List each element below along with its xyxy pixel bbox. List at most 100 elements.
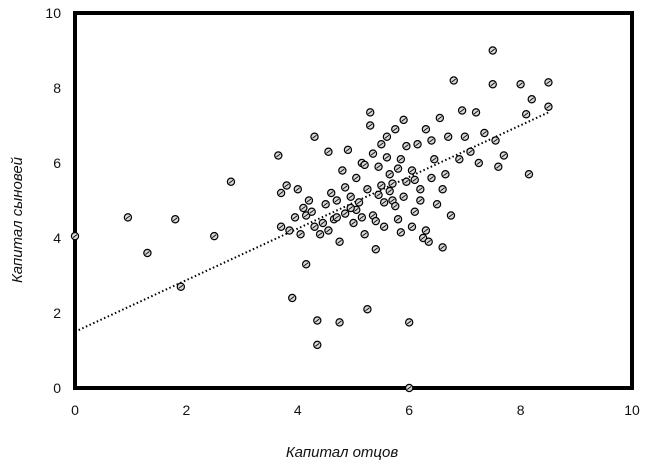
data-point: [430, 155, 439, 164]
data-point: [405, 318, 414, 327]
data-point: [276, 188, 286, 198]
data-point: [421, 125, 431, 134]
data-point: [449, 76, 458, 85]
data-point: [413, 140, 422, 149]
data-point: [366, 121, 375, 130]
data-point: [427, 136, 436, 145]
data-point: [327, 188, 336, 198]
data-point: [379, 198, 389, 207]
data-point: [352, 173, 361, 183]
data-point: [457, 106, 467, 115]
data-point: [374, 190, 383, 200]
data-point: [354, 198, 364, 207]
data-point: [399, 115, 408, 125]
data-point: [313, 316, 322, 325]
data-point: [210, 231, 219, 241]
data-point: [382, 132, 392, 141]
data-point: [282, 181, 291, 190]
data-point: [123, 213, 133, 222]
y-axis-title: Капитал сыновей: [9, 156, 26, 283]
data-point: [346, 203, 355, 213]
data-point: [335, 237, 344, 246]
data-point: [432, 200, 442, 209]
data-point: [471, 108, 481, 117]
trend-layer: [74, 111, 549, 333]
data-point: [402, 177, 411, 186]
data-point: [396, 155, 406, 164]
data-point: [488, 46, 497, 55]
data-point: [349, 218, 358, 228]
data-point: [310, 132, 319, 141]
data-point: [346, 192, 355, 201]
data-point: [407, 222, 417, 231]
data-point: [360, 160, 369, 170]
tick-labels: 0 2 4 6 8 10 0 2 4 6 8 10: [45, 5, 640, 418]
data-point: [338, 166, 347, 175]
x-tick-label: 4: [294, 402, 302, 418]
x-tick-label: 0: [71, 402, 79, 418]
data-point: [488, 80, 497, 89]
data-point: [410, 175, 419, 185]
data-point: [499, 151, 509, 160]
data-point: [296, 230, 305, 239]
x-tick-label: 10: [624, 402, 640, 418]
data-point: [399, 192, 408, 201]
x-tick-label: 2: [183, 402, 191, 418]
data-point: [171, 215, 180, 224]
points-layer: [70, 46, 553, 393]
data-point: [455, 155, 464, 164]
data-point: [321, 200, 330, 209]
data-point: [332, 196, 341, 205]
data-point: [385, 186, 394, 196]
data-point: [324, 226, 333, 235]
data-point: [435, 113, 445, 123]
x-axis-title: Капитал отцов: [286, 444, 398, 461]
data-point: [382, 153, 392, 162]
y-tick-label: 10: [45, 5, 61, 21]
data-point: [276, 222, 286, 231]
data-point: [474, 158, 484, 168]
data-point: [70, 231, 80, 241]
data-point: [424, 237, 433, 246]
data-point: [407, 166, 417, 175]
data-point: [402, 141, 411, 151]
data-point: [315, 230, 325, 239]
data-point: [357, 213, 367, 222]
data-point: [524, 170, 534, 179]
data-point: [340, 183, 350, 192]
data-point: [335, 318, 344, 327]
data-point: [516, 80, 525, 89]
data-point: [310, 222, 319, 231]
data-point: [340, 209, 350, 218]
data-point: [374, 162, 383, 171]
data-point: [343, 145, 353, 155]
data-point: [443, 132, 453, 141]
data-point: [143, 248, 152, 258]
data-point: [544, 102, 553, 111]
data-point: [377, 140, 386, 149]
data-point: [290, 213, 300, 222]
plot-frame: [73, 11, 634, 390]
data-point: [307, 207, 316, 216]
data-point: [288, 293, 297, 303]
data-point: [388, 179, 397, 188]
data-point: [410, 207, 419, 216]
data-point: [494, 162, 503, 171]
data-point: [301, 211, 311, 220]
data-point: [385, 170, 394, 179]
data-point: [544, 78, 553, 87]
data-point: [460, 132, 470, 141]
data-point: [491, 136, 500, 145]
data-point: [226, 177, 236, 186]
y-tick-label: 4: [53, 230, 61, 246]
data-point: [318, 218, 328, 228]
data-point: [393, 215, 403, 224]
data-point: [391, 201, 400, 211]
data-point: [466, 147, 475, 156]
data-point: [285, 226, 294, 235]
data-point: [377, 181, 386, 190]
data-point: [363, 305, 372, 314]
data-point: [527, 95, 536, 104]
data-point: [421, 226, 431, 235]
